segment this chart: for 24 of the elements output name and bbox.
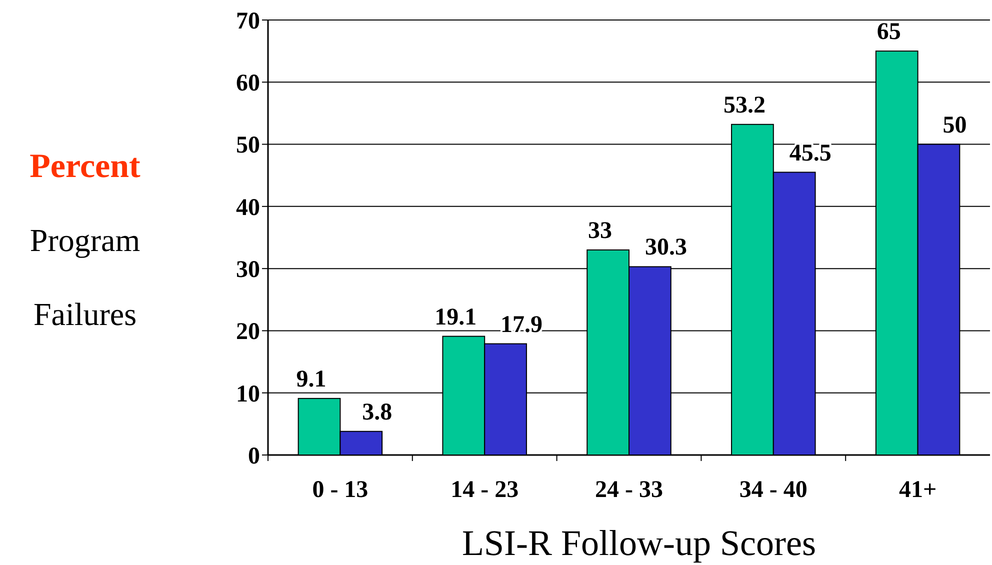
data-label: 3.8 — [362, 399, 392, 426]
data-label: 45.5 — [789, 140, 832, 166]
y-tick-label: 70 — [236, 8, 260, 34]
x-tick-label: 0 - 13 — [312, 477, 368, 503]
y-tick-label: 0 — [248, 443, 260, 470]
data-label: 30.3 — [644, 234, 687, 261]
x-tick-label: 24 - 33 — [595, 477, 663, 503]
y-axis-title: Percent Program Failures — [30, 148, 142, 332]
data-label: 9.1 — [296, 366, 326, 392]
y-tick-label: 20 — [236, 319, 260, 346]
x-tick-label: 41+ — [898, 477, 937, 503]
y-tick-label: 40 — [236, 194, 260, 221]
y-tick-label: 50 — [236, 132, 260, 159]
data-label: 33 — [588, 218, 612, 244]
x-tick-label: 34 - 40 — [739, 477, 808, 503]
data-label: 53.2 — [723, 92, 766, 118]
data-label: 50 — [942, 112, 967, 138]
y-tick-label: 10 — [236, 381, 260, 408]
y-tick-label: 30 — [236, 256, 260, 283]
x-tick-label: 14 - 23 — [450, 477, 519, 503]
y-tick-label: 60 — [236, 70, 260, 97]
x-axis-title: LSI-R Follow-up Scores — [462, 523, 816, 563]
data-label: 19.1 — [434, 304, 477, 330]
data-label: 65 — [876, 19, 901, 46]
